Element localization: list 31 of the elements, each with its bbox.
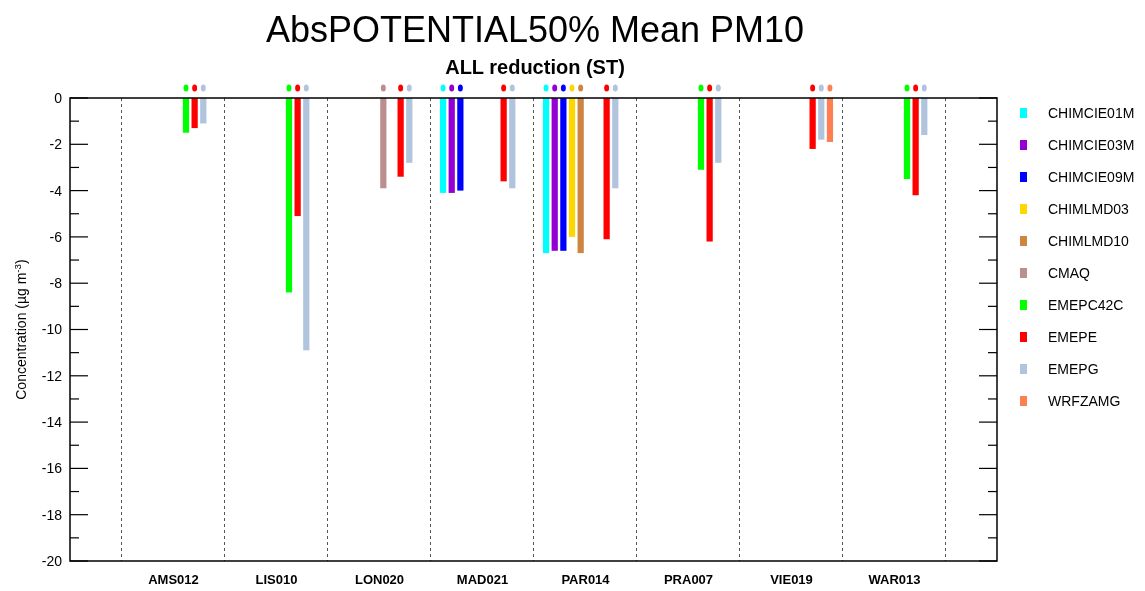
legend-label: CHIMCIE01M	[1048, 105, 1135, 121]
y-tick-label: -8	[49, 275, 63, 292]
y-tick-label: -14	[41, 414, 63, 431]
legend-label: CMAQ	[1048, 265, 1091, 281]
y-tick-label: -18	[41, 506, 63, 523]
chart-title: AbsPOTENTIAL50% Mean PM10	[265, 9, 805, 50]
y-tick-label: -6	[49, 228, 63, 245]
legend-label: EMEPG	[1048, 361, 1099, 377]
y-tick-label: -16	[41, 460, 63, 477]
x-tick-label: WAR013	[868, 572, 921, 588]
legend-label: CHIMLMD10	[1048, 233, 1130, 249]
legend-label: CHIMLMD03	[1048, 201, 1130, 217]
x-tick-label: LIS010	[255, 572, 298, 588]
y-tick-label: -12	[41, 367, 63, 384]
y-tick-label: -2	[49, 136, 63, 153]
legend-label: WRFZAMG	[1048, 393, 1121, 409]
x-tick-label: MAD021	[456, 572, 509, 588]
x-tick-label: PRA007	[663, 572, 714, 588]
chart-subtitle: ALL reduction (ST)	[445, 56, 625, 78]
y-tick-label: -20	[41, 552, 63, 569]
y-tick-label: 0	[54, 89, 63, 106]
legend-label: EMEPE	[1048, 329, 1098, 345]
legend-label: CHIMCIE09M	[1048, 169, 1135, 185]
legend-label: EMEPC42C	[1048, 297, 1124, 313]
legend-label: CHIMCIE03M	[1048, 137, 1135, 153]
x-tick-label: LON020	[354, 572, 405, 588]
y-tick-label: -4	[49, 182, 63, 199]
x-tick-label: AMS012	[148, 572, 199, 588]
x-tick-label: VIE019	[770, 572, 813, 588]
y-tick-label: -10	[41, 321, 63, 338]
x-tick-label: PAR014	[561, 572, 611, 588]
